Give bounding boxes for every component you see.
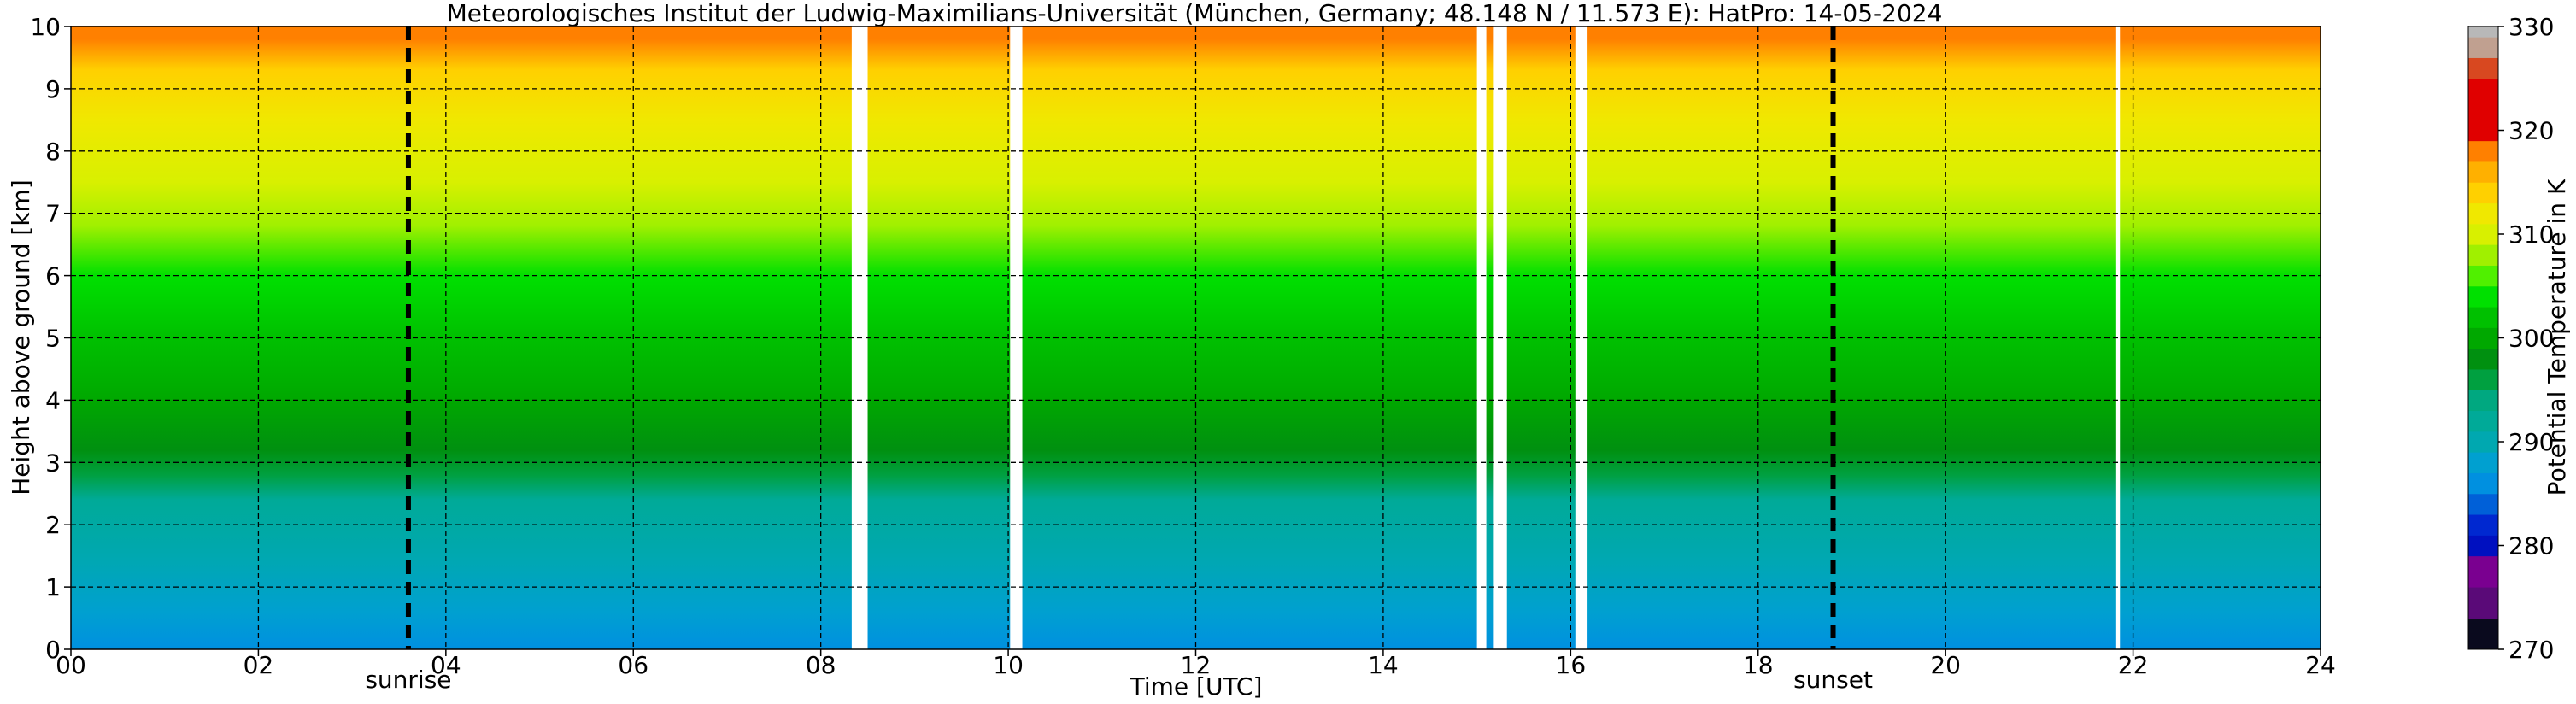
colorbar-segment [2468, 587, 2498, 619]
colorbar-segment [2468, 327, 2498, 349]
colorbar-segment [2468, 410, 2498, 432]
colorbar-segment [2468, 618, 2498, 650]
colorbar-segment [2468, 431, 2498, 453]
x-tick-label: 14 [1368, 651, 1399, 679]
y-tick-label: 1 [45, 573, 61, 601]
colorbar-segment [2468, 78, 2498, 142]
colorbar-segment [2468, 493, 2498, 515]
colorbar-tick-label: 320 [2509, 117, 2554, 145]
x-tick-label: 10 [993, 651, 1024, 679]
y-tick-label: 7 [45, 200, 61, 228]
y-tick-label: 4 [45, 386, 61, 414]
x-tick-label: 24 [2305, 651, 2336, 679]
colorbar-segment [2468, 202, 2498, 225]
colorbar-segment [2468, 452, 2498, 473]
x-tick-label: 12 [1181, 651, 1212, 679]
colorbar-segment [2468, 535, 2498, 557]
y-axis: 0 1 2 3 4 5 6 7 8 9 10 [30, 13, 71, 664]
y-tick-label: 2 [45, 511, 61, 539]
y-tick-label: 8 [45, 138, 61, 166]
colorbar-label: Potential Temperature in K [2543, 179, 2571, 496]
y-axis-label: Height above ground [km] [7, 179, 35, 496]
colorbar-segment [2468, 161, 2498, 183]
colorbar-tick-label: 280 [2509, 532, 2554, 560]
colorbar-segment [2468, 348, 2498, 370]
data-gap [1010, 26, 1023, 649]
colorbar-tick-label: 330 [2509, 13, 2554, 41]
data-gap [2115, 26, 2121, 649]
colorbar-segment [2468, 307, 2498, 328]
y-tick-label: 5 [45, 325, 61, 353]
colorbar-segment [2468, 223, 2498, 245]
x-tick-label: 18 [1743, 651, 1774, 679]
marker-label-sunset: sunset [1793, 666, 1873, 694]
x-axis: 00 02 04 06 08 10 12 14 16 18 20 22 24 [56, 649, 2336, 679]
colorbar-segment [2468, 514, 2498, 536]
colorbar-segment [2468, 57, 2498, 79]
colorbar-tick-label: 290 [2509, 428, 2554, 456]
colorbar-segment [2468, 390, 2498, 412]
x-tick-label: 16 [1556, 651, 1587, 679]
x-axis-label: Time [UTC] [1130, 672, 1263, 701]
x-tick-label: 02 [244, 651, 274, 679]
x-tick-label: 06 [618, 651, 648, 679]
plot-area [70, 26, 2321, 650]
x-tick-label: 22 [2118, 651, 2149, 679]
data-gap [1575, 26, 1588, 649]
x-tick-label: 00 [56, 651, 86, 679]
grid-lines [71, 26, 2321, 649]
y-tick-label: 10 [30, 13, 61, 41]
colorbar-segment [2468, 265, 2498, 287]
colorbar-segment [2468, 285, 2498, 308]
colorbar-segment [2468, 140, 2498, 162]
colorbar-tick-label: 310 [2509, 220, 2554, 249]
colorbar-segment [2468, 182, 2498, 204]
x-tick-label: 04 [431, 651, 461, 679]
y-tick-label: 9 [45, 75, 61, 103]
colorbar-tick-label: 300 [2509, 325, 2554, 353]
event-markers [405, 26, 1836, 649]
colorbar-tick-label: 270 [2509, 636, 2554, 664]
colorbar-segment [2468, 37, 2498, 58]
y-tick-label: 3 [45, 449, 61, 477]
x-tick-label: 08 [806, 651, 836, 679]
colorbar-segment [2468, 26, 2498, 38]
y-tick-label: 6 [45, 262, 61, 290]
y-tick-label: 0 [45, 636, 61, 664]
x-tick-label: 20 [1930, 651, 1961, 679]
colorbar: 270 280 290 300 310 320 330 [2467, 13, 2554, 664]
colorbar-segment [2468, 368, 2498, 390]
colorbar-segment [2468, 472, 2498, 495]
marker-label-sunrise: sunrise [365, 666, 451, 694]
chart-title: Meteorologisches Institut der Ludwig-Max… [447, 0, 1943, 27]
colorbar-segment [2468, 244, 2498, 266]
colorbar-segment [2468, 555, 2498, 588]
